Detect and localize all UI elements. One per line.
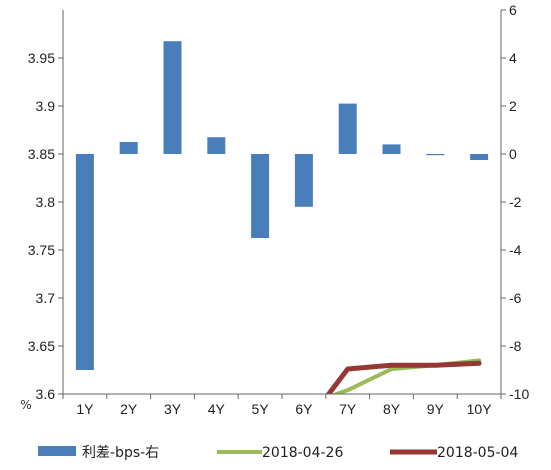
- chart-legend: 利差-bps-右 2018-04-26 2018-05-04: [38, 445, 518, 461]
- bar-5y: [251, 154, 270, 238]
- bar-7y: [338, 103, 357, 154]
- legend-swatch-spread: [38, 446, 76, 456]
- x-tick-label: 6Y: [295, 401, 313, 417]
- x-tick-label: 3Y: [164, 401, 182, 417]
- x-tick-label: 5Y: [252, 401, 270, 417]
- legend-label-0426: 2018-04-26: [262, 445, 343, 461]
- x-tick-label: 4Y: [208, 401, 226, 417]
- left-tick-label: 3.65: [28, 338, 55, 354]
- bar-3y: [163, 41, 182, 155]
- x-tick-label: 8Y: [383, 401, 401, 417]
- chart-axes: 3.6 3.65 3.7 3.75 3.8 3.85 3.9 3.95 -10 -8 -6 -4 -2 0…: [20, 2, 529, 417]
- x-tick-label: 9Y: [427, 401, 445, 417]
- bar-6y: [294, 154, 313, 207]
- bar-2y: [119, 142, 138, 154]
- right-tick-label: 6: [509, 2, 517, 18]
- line-2018-05-04: [325, 360, 482, 394]
- left-tick-label: 3.9: [36, 98, 56, 114]
- left-tick-label: 3.8: [36, 194, 56, 210]
- right-tick-label: -6: [509, 290, 522, 306]
- right-tick-label: 2: [509, 98, 517, 114]
- x-tick-label: 10Y: [467, 401, 493, 417]
- bar-4y: [207, 137, 226, 154]
- left-tick-label: 3.75: [28, 242, 55, 258]
- x-tick-label: 7Y: [339, 401, 357, 417]
- right-tick-label: -4: [509, 242, 522, 258]
- spread-bars: [75, 41, 489, 370]
- legend-label-spread: 利差-bps-右: [82, 445, 159, 461]
- right-tick-label: -8: [509, 338, 522, 354]
- right-tick-label: -2: [509, 194, 522, 210]
- x-tick-label: 1Y: [76, 401, 94, 417]
- right-tick-label: -10: [509, 386, 529, 402]
- right-tick-label: 4: [509, 50, 517, 66]
- legend-label-0504: 2018-05-04: [437, 445, 518, 461]
- x-tick-label: 2Y: [120, 401, 138, 417]
- yield-lines: [325, 358, 482, 394]
- bar-1y: [75, 154, 94, 370]
- bar-8y: [382, 144, 401, 154]
- right-tick-label: 0: [509, 146, 517, 162]
- left-tick-label: 3.85: [28, 146, 55, 162]
- left-tick-label: 3.95: [28, 50, 55, 66]
- left-tick-label: 3.7: [36, 290, 56, 306]
- bar-9y: [426, 154, 445, 156]
- left-tick-label: 3.6: [36, 386, 56, 402]
- bar-10y: [470, 154, 489, 160]
- left-axis-unit: %: [20, 398, 31, 412]
